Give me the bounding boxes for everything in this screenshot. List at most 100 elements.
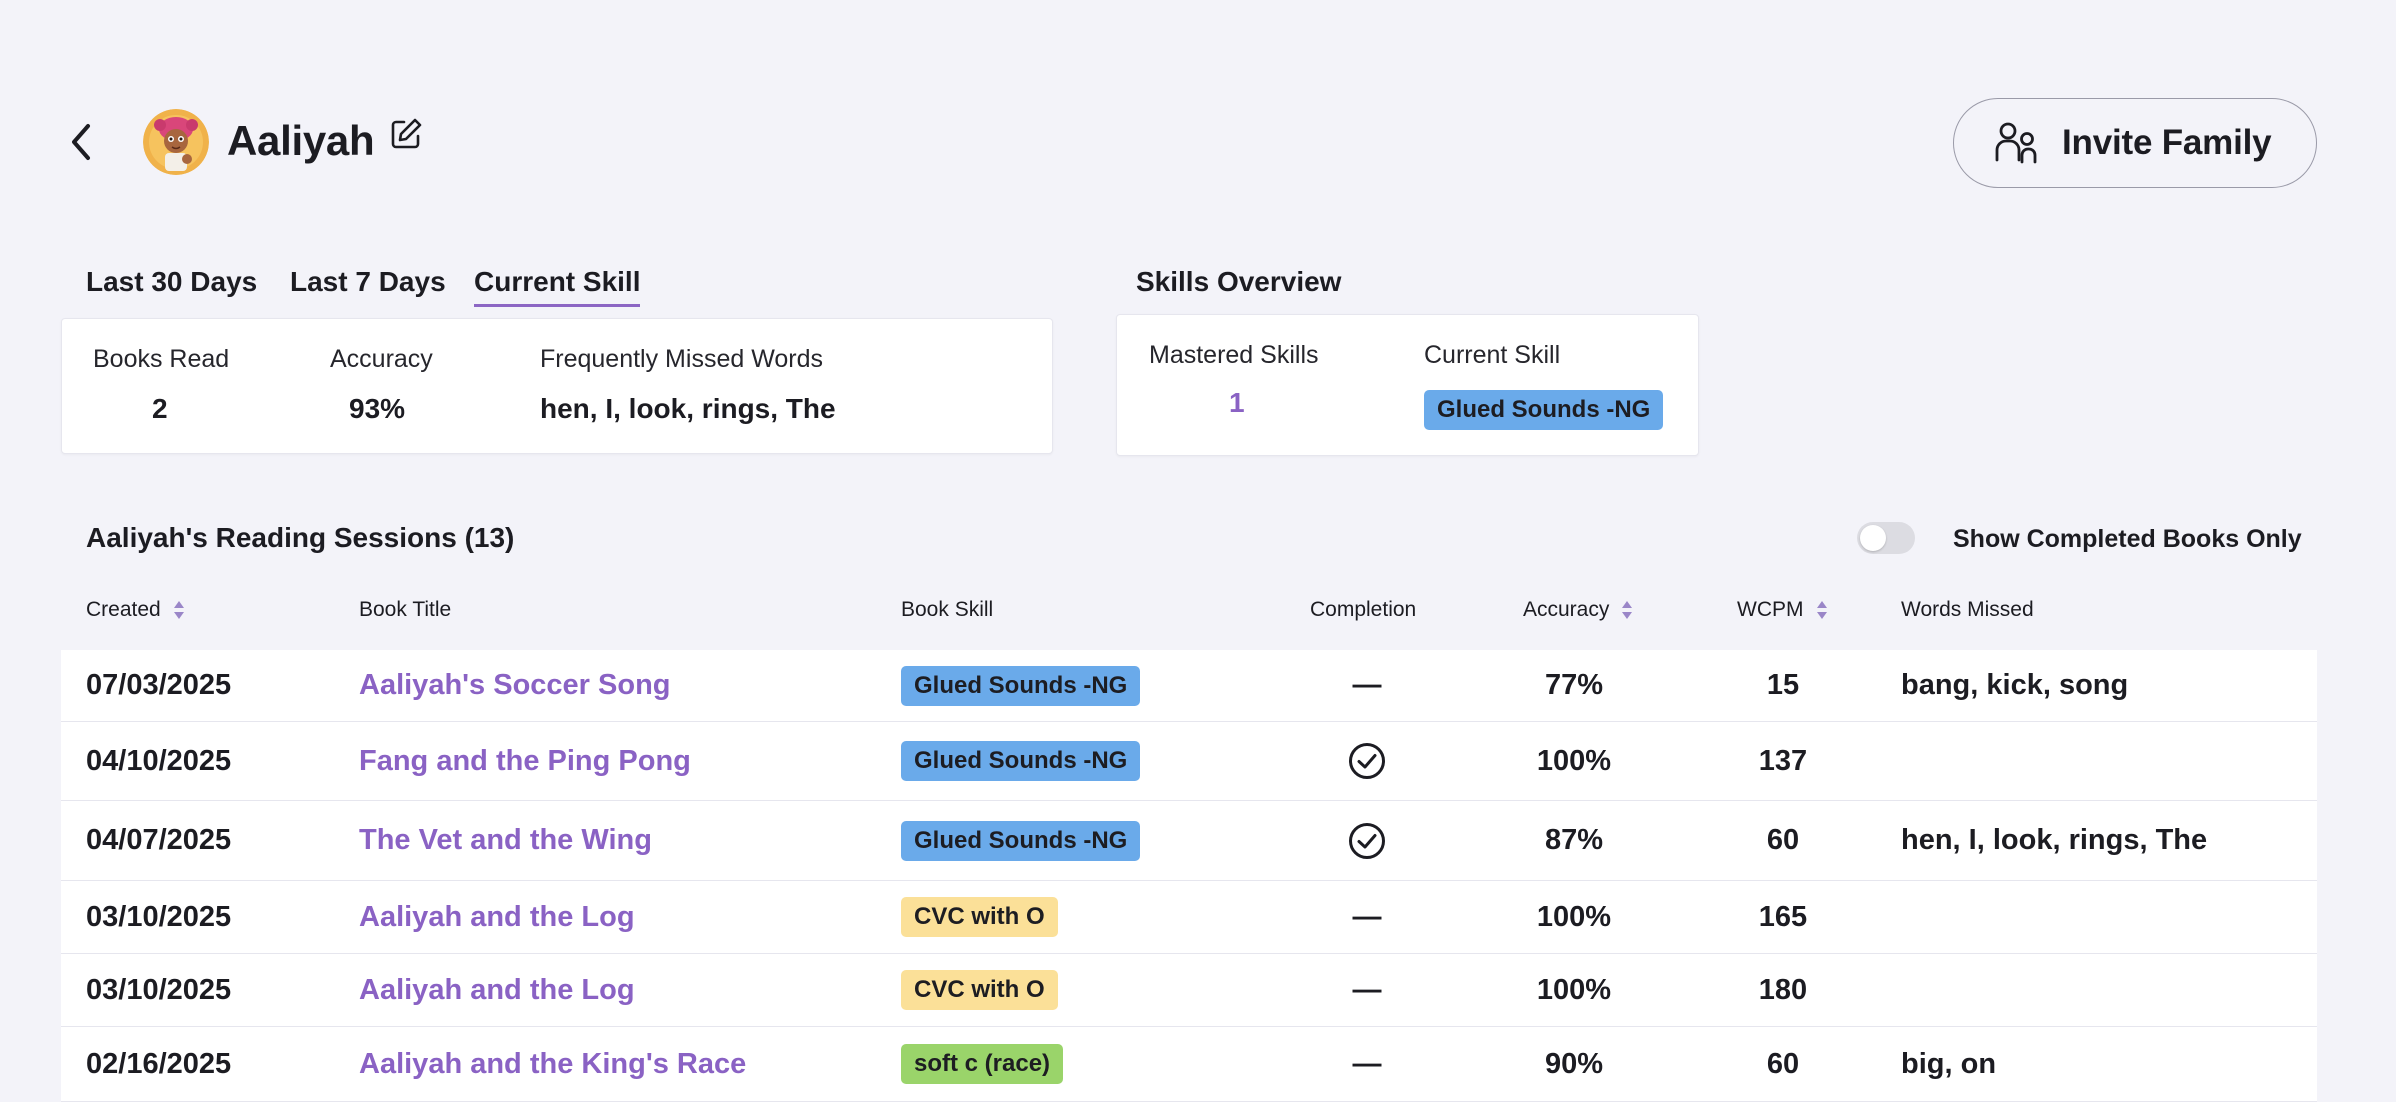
col-book-title: Book Title — [359, 596, 451, 624]
show-completed-label: Show Completed Books Only — [1953, 525, 2302, 553]
table-row[interactable]: 03/10/2025 Aaliyah and the Log CVC with O —… — [61, 954, 2317, 1027]
row-completion: — — [1307, 881, 1427, 953]
col-book-skill-label: Book Skill — [901, 598, 994, 621]
row-wcpm: 137 — [1758, 744, 1808, 777]
row-wcpm: 60 — [1766, 824, 1800, 856]
col-accuracy[interactable]: Accuracy — [1523, 596, 1633, 624]
accuracy-value: 93% — [349, 393, 406, 424]
frequently-missed-label: Frequently Missed Words — [540, 345, 823, 373]
table-row[interactable]: 03/10/2025 Aaliyah and the Log CVC with O —… — [61, 881, 2317, 954]
row-completion: — — [1307, 650, 1427, 721]
row-book-title-link[interactable]: Aaliyah and the King's Race — [359, 1047, 747, 1080]
books-read-value: 2 — [152, 393, 168, 424]
current-skill-label: Current Skill — [1424, 341, 1561, 369]
row-skill-cell: Glued Sounds -NG — [901, 801, 1141, 880]
row-date: 04/10/2025 — [86, 744, 232, 777]
table-row[interactable]: 02/16/2025 Aaliyah and the King's Race sof… — [61, 1027, 2317, 1102]
tab-last-7-days[interactable]: Last 7 Days — [290, 266, 446, 297]
row-skill-cell: CVC with O — [901, 954, 1058, 1026]
row-date: 02/16/2025 — [86, 1047, 232, 1080]
skills-overview-title: Skills Overview — [1136, 266, 1342, 297]
student-name: Aaliyah — [227, 117, 375, 164]
row-skill-cell: CVC with O — [901, 881, 1058, 953]
col-words-missed-label: Words Missed — [1901, 598, 2034, 621]
row-words-missed: bang, kick, song — [1901, 669, 2129, 701]
sessions-title: Aaliyah's Reading Sessions (13) — [86, 522, 515, 553]
accuracy-label: Accuracy — [330, 345, 433, 373]
col-created[interactable]: Created — [86, 596, 185, 624]
stats-card: Books Read 2 Accuracy 93% Frequently Mis… — [61, 318, 1053, 454]
row-skill-badge: Glued Sounds -NG — [901, 741, 1141, 781]
row-date: 07/03/2025 — [86, 669, 232, 701]
show-completed-toggle[interactable] — [1857, 522, 1915, 554]
sort-icon[interactable] — [1621, 600, 1633, 620]
row-accuracy: 100% — [1536, 744, 1612, 777]
row-wcpm: 60 — [1766, 1047, 1800, 1080]
col-wcpm-label: WCPM — [1737, 598, 1804, 621]
row-accuracy: 77% — [1544, 669, 1604, 701]
check-circle-icon — [1349, 822, 1385, 859]
check-circle-icon — [1349, 743, 1385, 779]
col-completion: Completion — [1310, 596, 1416, 624]
family-icon — [1994, 120, 2040, 166]
row-skill-cell: soft c (race) — [901, 1027, 1064, 1101]
row-completion — [1307, 722, 1427, 800]
row-accuracy: 87% — [1544, 824, 1604, 856]
row-accuracy: 90% — [1544, 1047, 1604, 1080]
chevron-left-icon — [72, 124, 90, 160]
current-skill-badge: Glued Sounds -NG — [1424, 390, 1664, 430]
row-date: 03/10/2025 — [86, 900, 232, 933]
row-book-title-link[interactable]: Aaliyah and the Log — [359, 900, 635, 933]
table-row[interactable]: 04/10/2025 Fang and the Ping Pong Glued So… — [61, 722, 2317, 801]
row-book-title-link[interactable]: The Vet and the Wing — [359, 824, 652, 856]
tab-current-skill[interactable]: Current Skill — [474, 264, 641, 307]
skills-overview-card: Mastered Skills 1 Current Skill Glued So… — [1116, 314, 1699, 456]
row-skill-cell: Glued Sounds -NG — [901, 722, 1141, 800]
invite-family-button[interactable]: Invite Family — [1953, 98, 2317, 188]
row-completion-dash: — — [1352, 973, 1382, 1006]
col-book-skill: Book Skill — [901, 596, 993, 624]
table-row[interactable]: 07/03/2025 Aaliyah's Soccer Song Glued Sou… — [61, 650, 2317, 722]
back-button[interactable] — [60, 118, 102, 166]
col-book-title-label: Book Title — [359, 598, 452, 621]
tab-last-30-days[interactable]: Last 30 Days — [86, 266, 258, 297]
row-completion: — — [1307, 954, 1427, 1026]
row-accuracy: 100% — [1536, 900, 1612, 933]
row-completion — [1307, 801, 1427, 880]
sort-icon[interactable] — [173, 600, 185, 620]
col-accuracy-label: Accuracy — [1523, 598, 1610, 621]
row-book-title-link[interactable]: Aaliyah's Soccer Song — [359, 669, 671, 701]
row-completion-dash: — — [1352, 900, 1382, 933]
row-wcpm: 15 — [1766, 669, 1800, 701]
row-accuracy: 100% — [1536, 973, 1612, 1006]
row-skill-cell: Glued Sounds -NG — [901, 650, 1141, 721]
row-date: 04/07/2025 — [86, 824, 232, 856]
col-wcpm[interactable]: WCPM — [1737, 596, 1828, 624]
row-skill-badge: soft c (race) — [901, 1044, 1064, 1084]
edit-name-button[interactable] — [386, 114, 426, 154]
toggle-knob — [1860, 525, 1886, 551]
col-completion-label: Completion — [1310, 598, 1417, 621]
row-completion-dash: — — [1352, 669, 1382, 701]
avatar — [143, 109, 209, 175]
mastered-skills-label: Mastered Skills — [1149, 341, 1319, 369]
books-read-label: Books Read — [93, 345, 230, 373]
mastered-skills-value: 1 — [1229, 387, 1245, 418]
row-words-missed: big, on — [1901, 1047, 1997, 1080]
col-words-missed: Words Missed — [1901, 596, 2034, 624]
row-book-title-link[interactable]: Aaliyah and the Log — [359, 973, 635, 1006]
row-completion: — — [1307, 1027, 1427, 1101]
row-wcpm: 180 — [1758, 973, 1808, 1006]
row-book-title-link[interactable]: Fang and the Ping Pong — [359, 744, 691, 777]
row-skill-badge: Glued Sounds -NG — [901, 820, 1141, 861]
row-skill-badge: CVC with O — [901, 897, 1058, 937]
row-words-missed: hen, I, look, rings, The — [1901, 824, 2208, 856]
row-completion-dash: — — [1352, 1047, 1382, 1080]
sort-icon[interactable] — [1816, 600, 1828, 620]
row-skill-badge: CVC with O — [901, 970, 1058, 1010]
table-row[interactable]: 04/07/2025 The Vet and the Wing Glued Soun… — [61, 801, 2317, 881]
col-created-label: Created — [86, 598, 161, 621]
edit-icon — [391, 118, 422, 149]
invite-family-label: Invite Family — [2062, 123, 2272, 162]
frequently-missed-value: hen, I, look, rings, The — [540, 393, 836, 424]
